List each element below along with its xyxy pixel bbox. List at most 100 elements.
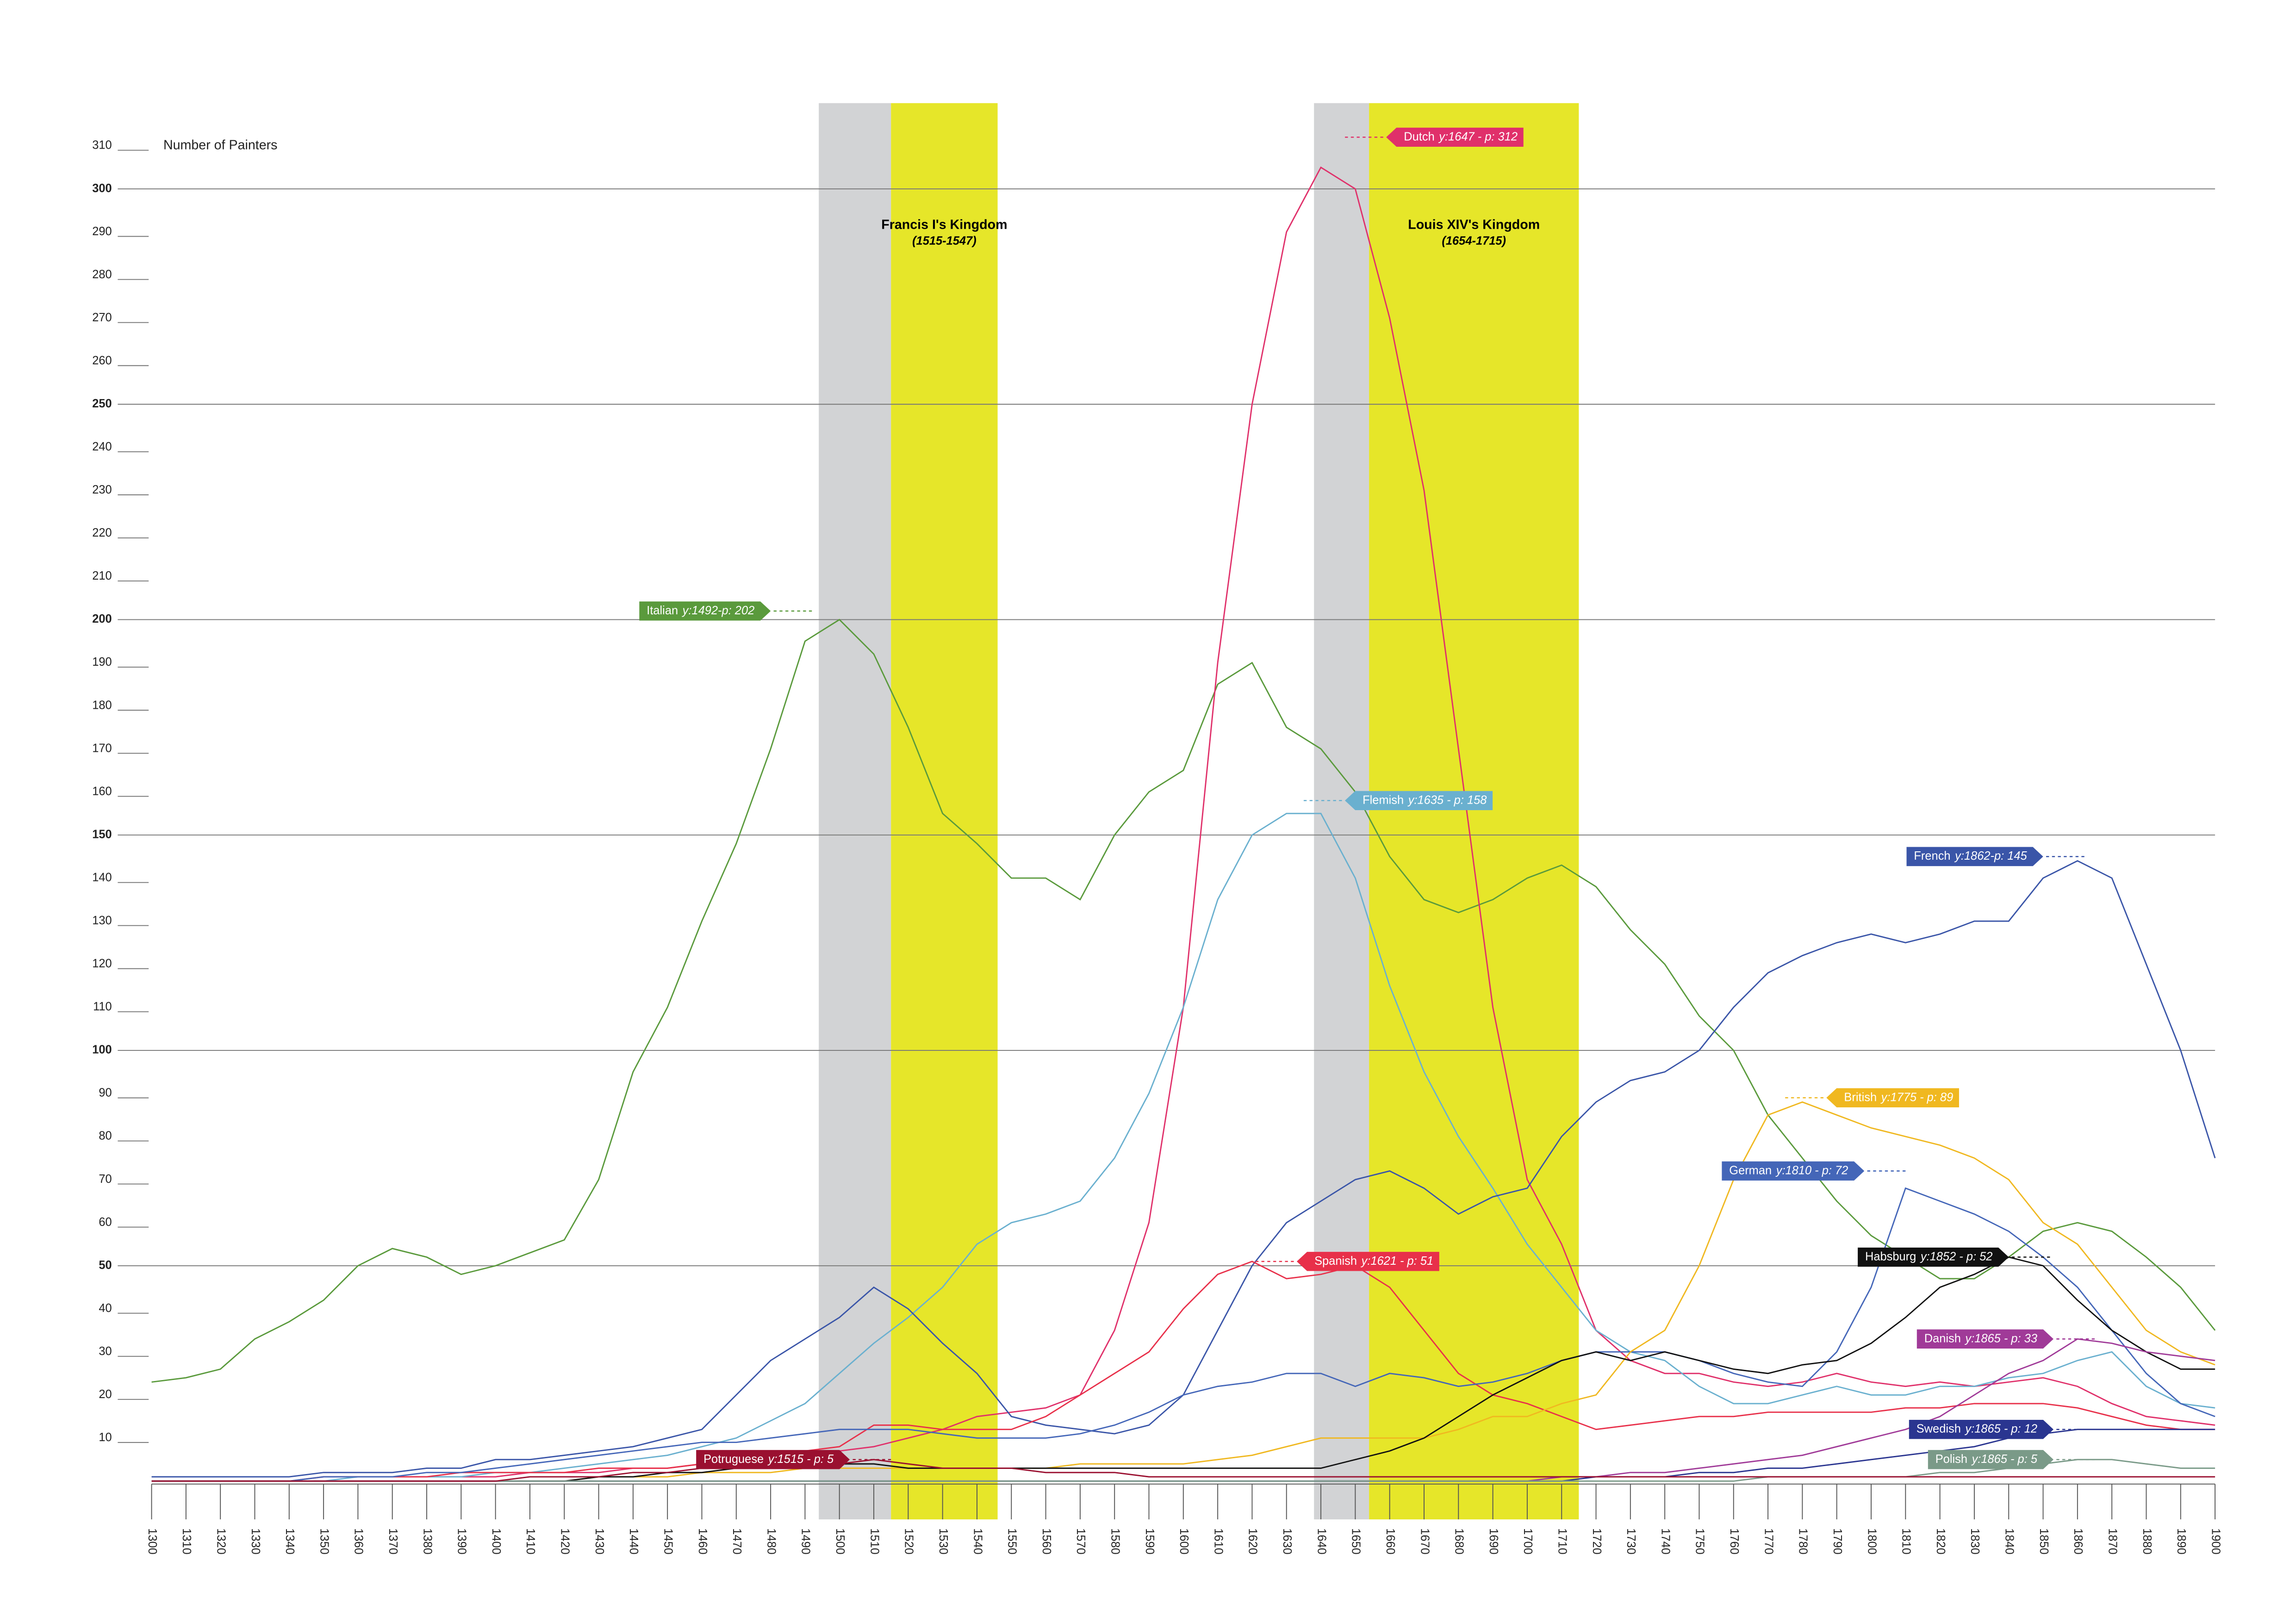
series-line [151,1256,2215,1482]
x-tick-label: 1540 [971,1528,984,1555]
x-tick-label: 1570 [1074,1528,1087,1555]
y-tick-label: 160 [92,785,112,798]
peak-label: Danish y:1865 - p: 33 [1916,1329,2053,1349]
peak-series-name: Danish [1924,1332,1961,1345]
x-tick-label: 1850 [2037,1528,2050,1555]
peak-label-text: Danish y:1865 - p: 33 [1924,1332,2037,1345]
series-line [151,1338,2215,1482]
series-line [151,860,2216,1478]
peak-label-box [639,601,771,621]
reign-name: Francis I's Kingdom [881,217,1007,232]
series-line [151,1261,2215,1482]
peak-series-name: Habsburg [1865,1250,1916,1263]
x-tick-label: 1590 [1143,1528,1156,1555]
y-tick-label: 110 [93,1000,112,1013]
x-tick-label: 1340 [283,1528,296,1555]
peak-label: Italian y:1492-p: 202 [639,601,771,621]
x-tick-label: 1390 [455,1528,468,1555]
peak-label: Spanish y:1621 - p: 51 [1296,1252,1439,1271]
x-tick-label: 1690 [1487,1528,1500,1555]
x-tick-label: 1550 [1006,1528,1019,1555]
x-tick-label: 1820 [1934,1528,1947,1555]
lines [151,166,2216,1482]
x-tick-label: 1710 [1556,1528,1569,1555]
x-tick-label: 1410 [524,1528,537,1555]
x-tick-label: 1750 [1693,1528,1706,1555]
peak-label-text: Dutch y:1647 - p: 312 [1404,130,1518,143]
reign-name: Louis XIV's Kingdom [1408,217,1540,232]
highlight-bands: Francis I's Kingdom (1515-1547) Louis XIV'… [819,103,1579,1520]
y-tick-label: 20 [99,1388,112,1401]
peak-label: Habsburg y:1852 - p: 52 [1858,1247,2009,1267]
x-tick-label: 1300 [146,1528,159,1555]
peak-label-text: Flemish y:1635 - p: 158 [1363,793,1487,806]
peak-label-box [1386,127,1524,147]
reign-yellow-band [1369,103,1579,1520]
peak-label: Potruguese y:1515 - p: 5 [696,1450,850,1469]
x-tick-label: 1490 [799,1528,812,1555]
peak-label: Polish y:1865 - p: 5 [1928,1450,2053,1469]
y-tick-label: 170 [92,742,112,755]
y-tick-label: 270 [92,311,112,324]
x-tick-label: 1790 [1831,1528,1844,1555]
x-tick-label: 1310 [180,1528,193,1555]
y-tick-label: 190 [92,656,112,668]
x-tick-label: 1640 [1315,1528,1328,1555]
peak-series-name: Flemish [1363,793,1404,806]
y-tick-label: 200 [92,612,112,625]
y-tick-label: 150 [92,828,112,841]
peak-label-box [1858,1247,2009,1267]
y-tick-label: 130 [92,914,112,927]
peak-label: German y:1810 - p: 72 [1722,1161,1865,1181]
peak-detail: y:1621 - p: 51 [1361,1255,1434,1268]
series-line [151,618,2216,1383]
x-tick-label: 1800 [1865,1528,1878,1555]
x-tick-label: 1360 [352,1528,365,1555]
peak-labels: Italian y:1492-p: 202 Dutch y:1647 - p: 312… [639,127,2095,1469]
x-tick-label: 1740 [1659,1528,1672,1555]
series-line [151,812,2215,1482]
x-tick-label: 1610 [1212,1528,1225,1555]
peak-detail: y:1865 - p: 5 [1971,1453,2038,1466]
peak-series-name: Spanish [1314,1255,1357,1268]
x-tick-label: 1600 [1177,1528,1190,1555]
x-tick-label: 1430 [593,1528,606,1555]
series-line [151,1459,2215,1482]
peak-label-text: Swedish y:1865 - p: 12 [1916,1422,2037,1435]
y-tick-label: 180 [92,699,112,712]
y-tick-label: 310 [92,139,112,152]
reign-years: (1654-1715) [1442,234,1506,247]
y-tick-label: 30 [99,1345,112,1358]
peak-series-name: German [1729,1164,1772,1177]
peak-label-text: Potruguese y:1515 - p: 5 [703,1453,834,1466]
y-tick-label: 70 [99,1173,112,1186]
y-tick-label: 300 [92,182,112,195]
peak-label-text: Polish y:1865 - p: 5 [1935,1453,2038,1466]
y-tick-label: 50 [99,1259,112,1272]
peak-label-text: Italian y:1492-p: 202 [647,604,754,617]
peak-label: Dutch y:1647 - p: 312 [1386,127,1524,147]
peak-label-box [1909,1420,2053,1439]
peak-label-box [1296,1252,1439,1271]
peak-detail: y:1647 - p: 312 [1438,130,1518,143]
series-line [151,1429,2215,1482]
x-tick-label: 1420 [559,1528,572,1555]
x-tick-label: 1780 [1797,1528,1810,1555]
x-tick-label: 1870 [2106,1528,2119,1555]
peak-label-box [1722,1161,1865,1181]
x-tick-label: 1880 [2140,1528,2153,1555]
peak-label-text: Spanish y:1621 - p: 51 [1314,1255,1433,1268]
peak-label: Swedish y:1865 - p: 12 [1909,1420,2053,1439]
x-tick-label: 1440 [627,1528,640,1555]
x-tick-label: 1330 [249,1528,262,1555]
y-tick-label: 40 [99,1302,112,1315]
peak-detail: y:1635 - p: 158 [1407,793,1487,806]
x-tick-label: 1670 [1418,1528,1431,1555]
reign-gray-band [1314,103,1369,1520]
x-tick-label: 1350 [317,1528,330,1555]
peak-label-text: German y:1810 - p: 72 [1729,1164,1848,1177]
x-tick-label: 1660 [1384,1528,1397,1555]
x-tick-label: 1400 [490,1528,503,1555]
